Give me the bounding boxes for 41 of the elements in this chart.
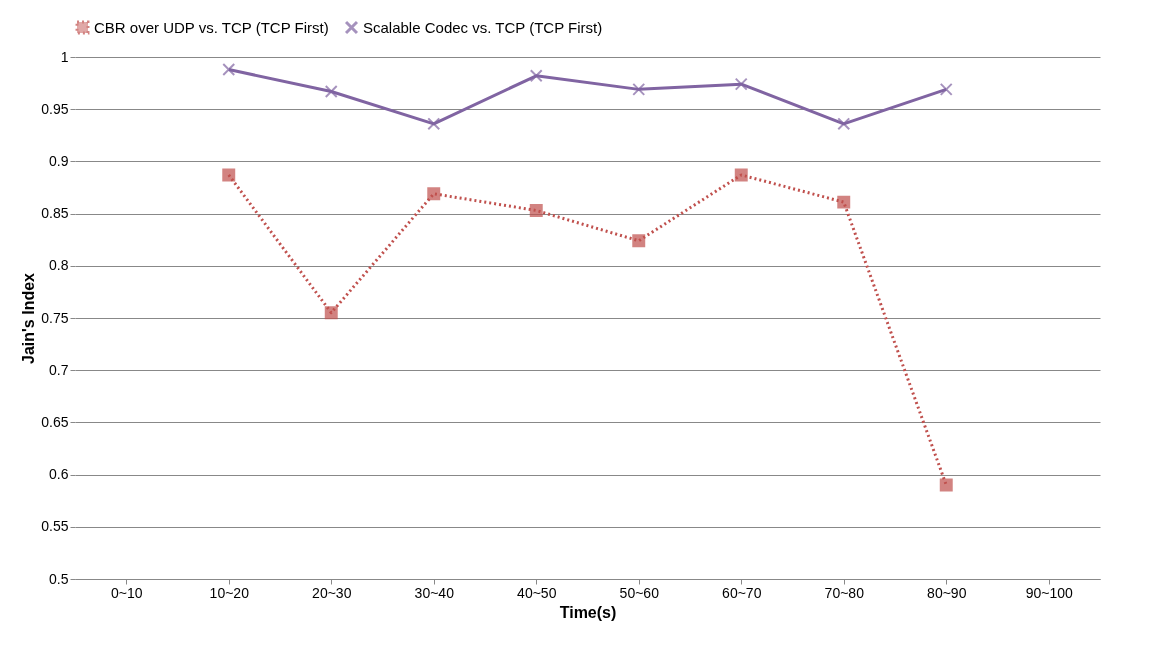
- point: [529, 69, 543, 83]
- point: [939, 82, 953, 96]
- y-axis-title: Jain's Index: [20, 272, 38, 364]
- x-tick-label: 80~90: [927, 584, 967, 601]
- y-tick-label: 0.65: [41, 413, 69, 430]
- y-tick-label: 0.8: [49, 257, 69, 274]
- y-tick-label: 0.7: [49, 361, 69, 378]
- x-axis-title: Time(s): [559, 603, 617, 621]
- x-tick-label: 70~80: [824, 584, 865, 601]
- y-tick-label: 0.85: [41, 205, 69, 222]
- point: [324, 84, 338, 98]
- x-tick-label: 30~40: [414, 584, 455, 601]
- y-tick-label: 0.95: [41, 100, 69, 117]
- point: [939, 478, 953, 492]
- point: [632, 234, 646, 248]
- point: [222, 168, 236, 182]
- y-tick-label: 1: [60, 48, 69, 65]
- point: [529, 203, 543, 217]
- legend-label: Scalable Codec vs. TCP (TCP First): [363, 18, 603, 36]
- y-tick-label: 0.5: [49, 570, 69, 587]
- x-tick-label: 10~20: [209, 584, 250, 601]
- y-tick-label: 0.9: [49, 152, 69, 169]
- x-tick-label: 40~50: [517, 584, 557, 601]
- point: [222, 63, 236, 76]
- legend-label: CBR over UDP vs. TCP (TCP First): [94, 18, 329, 36]
- x-tick-label: 0~10: [110, 584, 143, 601]
- point: [324, 306, 338, 320]
- x-tick-label: 20~30: [312, 584, 352, 601]
- point: [734, 168, 748, 182]
- x-tick-label: 50~60: [619, 584, 660, 601]
- point: [427, 187, 441, 201]
- y-tick-label: 0.75: [41, 309, 69, 326]
- x-tick-label: 90~100: [1025, 584, 1074, 601]
- point: [837, 117, 851, 131]
- point: [734, 77, 748, 91]
- point: [632, 82, 646, 96]
- x-tick-label: 60~70: [722, 584, 762, 601]
- point: [427, 117, 441, 131]
- y-tick-label: 0.6: [49, 466, 69, 483]
- point: [837, 195, 851, 209]
- y-tick-label: 0.55: [41, 518, 69, 535]
